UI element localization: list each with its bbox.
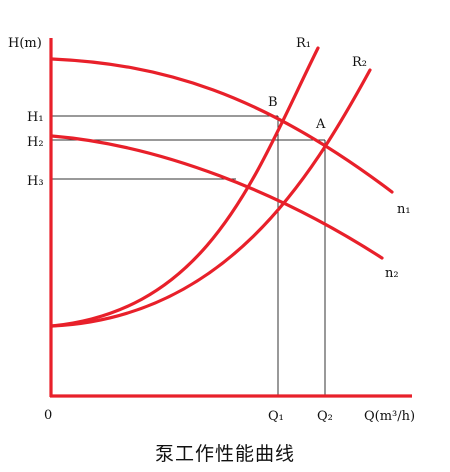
point-label-b: B [268, 95, 278, 110]
figure-caption: 泵工作性能曲线 [155, 443, 295, 465]
label-n2: n₂ [385, 266, 399, 281]
label-q2: Q₂ [317, 409, 333, 424]
x-axis-label: Q(m³/h) [364, 409, 415, 424]
label-n1: n₁ [397, 202, 411, 217]
y-axis-label: H(m) [8, 36, 42, 51]
label-h2: H₂ [27, 135, 44, 150]
curve-r1 [50, 46, 320, 328]
guide-lines [52, 115, 326, 396]
point-label-a: A [315, 117, 326, 132]
curve-r2 [50, 68, 372, 328]
curves [50, 46, 394, 328]
label-h1: H₁ [27, 110, 44, 125]
origin-label: 0 [44, 408, 52, 423]
curve-n2 [50, 134, 384, 260]
label-r1: R₁ [296, 36, 311, 51]
curve-n1 [50, 57, 394, 194]
axes [49, 38, 412, 398]
label-h3: H₃ [27, 174, 44, 189]
label-q1: Q₁ [268, 409, 284, 424]
label-r2: R₂ [352, 55, 367, 70]
